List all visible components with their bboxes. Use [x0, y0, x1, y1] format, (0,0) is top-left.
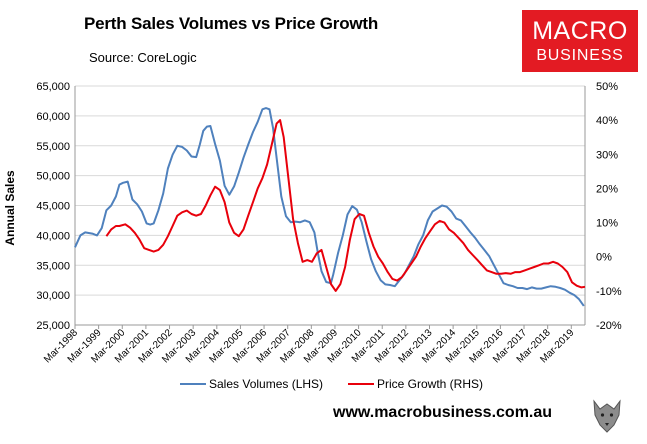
- logo-line-1: MACRO: [532, 17, 628, 45]
- left-axis-ticks: 25,000 30,000 35,000 40,000 45,000 50,000 55,0…: [36, 81, 70, 332]
- chart-legend: Sales Volumes (LHS) Price Growth (RHS): [180, 377, 483, 391]
- y-tick-label: 60,000: [36, 111, 70, 123]
- website-url: www.macrobusiness.com.au: [333, 404, 553, 421]
- series-lines: [74, 107, 586, 307]
- plot-area: [74, 86, 586, 329]
- legend-label-sales: Sales Volumes (LHS): [209, 377, 323, 391]
- chart-title: Perth Sales Volumes vs Price Growth: [84, 14, 379, 33]
- source-label: Source: CoreLogic: [89, 50, 197, 65]
- y-tick-label: 50,000: [36, 171, 70, 183]
- y-tick-label: 65,000: [36, 81, 70, 93]
- logo-line-2: BUSINESS: [536, 47, 624, 64]
- y-tick-label: 25,000: [36, 320, 70, 332]
- x-axis-ticks: Mar-1998Mar-1999Mar-2000Mar-2001Mar-2002…: [42, 327, 577, 365]
- y2-tick-label: 40%: [596, 115, 618, 127]
- y2-tick-label: 50%: [596, 81, 618, 93]
- legend-label-price: Price Growth (RHS): [377, 377, 483, 391]
- y-axis-label: Annual Sales: [3, 170, 17, 246]
- macrobusiness-logo: MACRO BUSINESS: [522, 10, 638, 72]
- y2-tick-label: 30%: [596, 149, 618, 161]
- price-growth-line: [105, 119, 586, 292]
- y-tick-label: 30,000: [36, 290, 70, 302]
- y-tick-label: 55,000: [36, 141, 70, 153]
- y2-tick-label: 20%: [596, 183, 618, 195]
- y-tick-label: 45,000: [36, 201, 70, 213]
- y-tick-label: 35,000: [36, 260, 70, 272]
- y-tick-label: 40,000: [36, 230, 70, 242]
- line-chart: 25,000 30,000 35,000 40,000 45,000 50,000 55,0…: [3, 81, 622, 391]
- right-axis-ticks: -20% -10% 0% 10% 20% 30% 40% 50%: [596, 81, 622, 332]
- y2-tick-label: -10%: [596, 286, 622, 298]
- y2-tick-label: -20%: [596, 320, 622, 332]
- y2-tick-label: 0%: [596, 252, 612, 264]
- sales-volume-line: [74, 107, 585, 307]
- gridlines: [75, 85, 585, 326]
- y2-tick-label: 10%: [596, 218, 618, 230]
- wolf-logo-icon: [590, 395, 624, 435]
